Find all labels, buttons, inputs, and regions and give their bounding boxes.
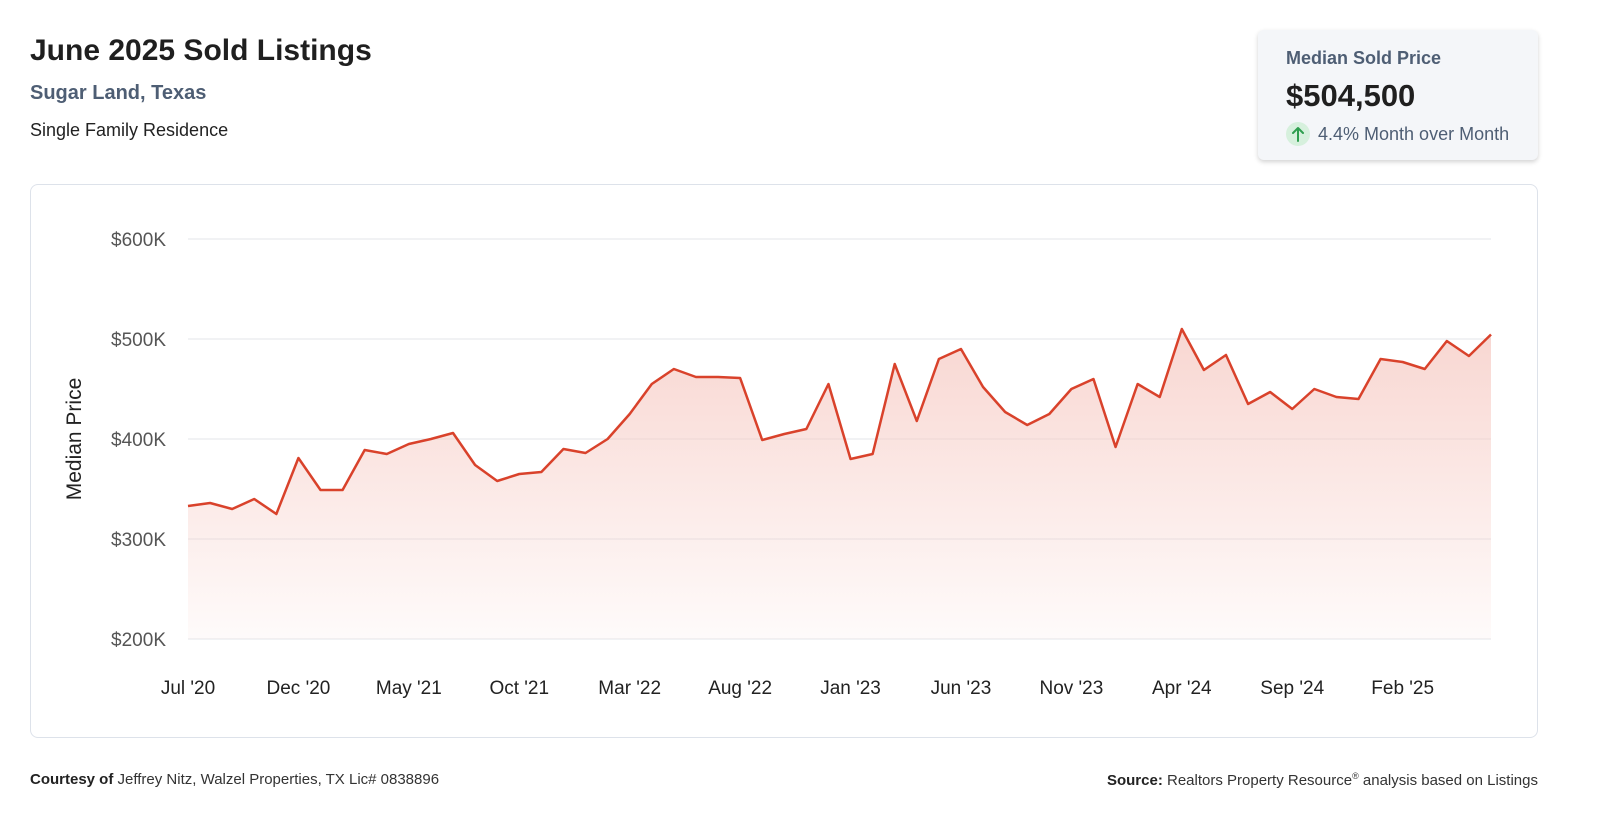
data-point (628, 413, 630, 415)
data-point (894, 363, 896, 365)
x-tick-label: Jul '20 (161, 678, 215, 699)
data-point (1247, 403, 1249, 405)
data-point (231, 508, 233, 510)
data-point (1446, 340, 1448, 342)
data-point (982, 386, 984, 388)
courtesy-footer: Courtesy of Jeffrey Nitz, Walzel Propert… (30, 771, 439, 788)
y-tick-label: $300K (111, 530, 166, 551)
data-point (253, 498, 255, 500)
data-point (1335, 396, 1337, 398)
registered-mark: ® (1352, 771, 1359, 781)
data-point (1026, 424, 1028, 426)
data-point (960, 348, 962, 350)
source-text-tail: analysis based on Listings (1358, 772, 1538, 789)
data-point (297, 457, 299, 459)
x-tick-label: Aug '22 (708, 678, 772, 699)
page-title: June 2025 Sold Listings (30, 34, 372, 67)
x-tick-label: Feb '25 (1371, 678, 1434, 699)
y-tick-label: $500K (111, 330, 166, 351)
source-label: Source: (1106, 772, 1163, 789)
x-tick-label: Mar '22 (598, 678, 661, 699)
data-point (1114, 446, 1116, 448)
data-point (1225, 354, 1227, 356)
data-point (1203, 369, 1205, 371)
data-point (651, 383, 653, 385)
data-point (363, 449, 365, 451)
data-point (1092, 378, 1094, 380)
data-point (805, 428, 807, 430)
stat-label: Median Sold Price (1286, 48, 1442, 68)
data-point (540, 471, 542, 473)
area-fill (188, 329, 1491, 639)
data-point (386, 453, 388, 455)
stat-change-text: 4.4% Month over Month (1318, 123, 1510, 144)
data-point (408, 443, 410, 445)
y-tick-label: $600K (111, 230, 166, 251)
data-point (606, 438, 608, 440)
data-point (1490, 333, 1492, 335)
data-point (783, 433, 785, 435)
data-point (275, 513, 277, 515)
data-point (1181, 328, 1183, 330)
data-point (496, 480, 498, 482)
courtesy-label: Courtesy of (30, 771, 114, 788)
data-point (938, 358, 940, 360)
data-point (1379, 358, 1381, 360)
data-point (849, 458, 851, 460)
data-point (1004, 411, 1006, 413)
data-point (562, 448, 564, 450)
data-point (871, 453, 873, 455)
x-tick-label: Nov '23 (1039, 678, 1103, 699)
stat-change: 4.4% Month over Month (1286, 122, 1509, 146)
median-price-card: Median Sold Price $504,500 4.4% Month ov… (1258, 30, 1538, 160)
data-point (430, 438, 432, 440)
data-point (452, 432, 454, 434)
source-footer: Source: Realtors Property Resource® anal… (1107, 771, 1538, 789)
data-point (717, 376, 719, 378)
x-tick-label: Sep '24 (1260, 678, 1324, 699)
data-point (673, 368, 675, 370)
data-point (584, 452, 586, 454)
data-point (1424, 368, 1426, 370)
data-point (827, 383, 829, 385)
x-tick-label: Jun '23 (931, 678, 992, 699)
data-point (1313, 388, 1315, 390)
median-price-chart: $200K $300K $400K $500K $600K Median Price Jul… (63, 230, 1492, 699)
data-point (1468, 355, 1470, 357)
data-point (739, 377, 741, 379)
data-point (1159, 396, 1161, 398)
data-point (1136, 383, 1138, 385)
data-point (187, 505, 189, 507)
source-text: Realtors Property Resource (1167, 772, 1353, 789)
y-tick-label: $400K (111, 430, 166, 451)
data-point (518, 473, 520, 475)
x-tick-label: Jan '23 (820, 678, 881, 699)
location-subtitle: Sugar Land, Texas (30, 82, 207, 104)
data-point (1357, 398, 1359, 400)
data-point (1048, 413, 1050, 415)
data-point (695, 376, 697, 378)
data-point (761, 439, 763, 441)
y-axis-title: Median Price (63, 378, 86, 501)
data-point (319, 489, 321, 491)
x-tick-label: Apr '24 (1152, 678, 1212, 699)
data-point (916, 420, 918, 422)
x-tick-label: Oct '21 (489, 678, 549, 699)
x-tick-label: Dec '20 (267, 678, 331, 699)
x-tick-label: May '21 (376, 678, 442, 699)
chart-panel: $200K $300K $400K $500K $600K Median Price Jul… (30, 184, 1538, 738)
data-point (341, 489, 343, 491)
courtesy-text: Jeffrey Nitz, Walzel Properties, TX Lic#… (117, 771, 440, 788)
data-point (209, 502, 211, 504)
data-point (1269, 391, 1271, 393)
series-line (187, 327, 1492, 516)
data-point (1401, 361, 1403, 363)
arrow-up-icon (1286, 122, 1310, 146)
y-tick-label: $200K (111, 630, 166, 651)
data-point (474, 464, 476, 466)
stat-value: $504,500 (1286, 78, 1416, 113)
data-point (1070, 388, 1072, 390)
data-point (1291, 408, 1293, 410)
property-type-label: Single Family Residence (30, 120, 229, 140)
